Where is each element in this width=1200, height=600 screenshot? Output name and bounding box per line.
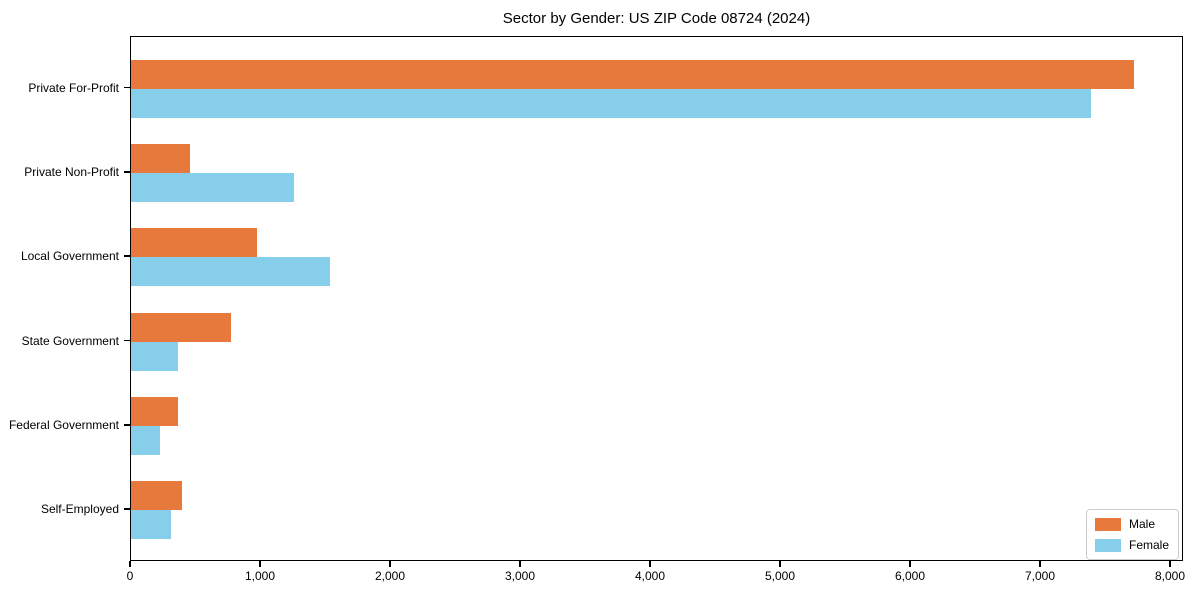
x-tick-label: 5,000 [764, 569, 796, 583]
y-tick-mark [124, 86, 130, 89]
x-tick-mark [649, 561, 651, 567]
y-tick-mark [124, 339, 130, 342]
bar-male-2 [131, 143, 191, 173]
x-tick-mark [519, 561, 521, 567]
y-tick-mark [124, 255, 130, 257]
x-tick-mark [1039, 561, 1041, 567]
bar-male-6 [131, 481, 182, 511]
bar-male-4 [131, 312, 232, 342]
legend-label: Female [1129, 538, 1170, 552]
x-tick-mark [259, 561, 261, 567]
x-tick-label: 4,000 [634, 569, 666, 583]
x-tick-label: 8,000 [1154, 569, 1186, 583]
plot-area [130, 36, 1183, 561]
bar-male-3 [131, 228, 258, 258]
legend-swatch-female [1095, 538, 1121, 552]
x-tick-mark [129, 561, 131, 567]
x-tick-label: 1,000 [244, 569, 276, 583]
legend-swatch-male [1095, 517, 1121, 531]
legend: Male Female [1086, 509, 1180, 560]
bar-female-3 [131, 257, 330, 287]
x-tick-mark [779, 561, 781, 567]
y-tick-label: Private Non-Profit [24, 164, 119, 179]
bar-female-1 [131, 88, 1092, 118]
x-tick-label: 3,000 [504, 569, 536, 583]
x-tick-mark [909, 561, 911, 567]
y-tick-mark [124, 508, 130, 510]
legend-entry-female: Female [1095, 536, 1169, 554]
x-tick-mark [1169, 561, 1171, 567]
legend-label: Male [1129, 517, 1156, 531]
bar-male-1 [131, 59, 1134, 89]
y-tick-label: Private For-Profit [28, 80, 119, 95]
y-tick-mark [124, 170, 130, 173]
chart-title: Sector by Gender: US ZIP Code 08724 (202… [502, 10, 811, 27]
bar-female-4 [131, 341, 178, 371]
x-tick-label: 7,000 [1024, 569, 1056, 583]
y-tick-label: Self-Employed [40, 502, 119, 517]
y-tick-label: Federal Government [8, 417, 119, 432]
bar-female-6 [131, 510, 172, 540]
y-tick-mark [124, 423, 130, 426]
y-tick-label: State Government [21, 333, 119, 348]
bar-female-2 [131, 172, 295, 202]
x-tick-label: 6,000 [894, 569, 926, 583]
bar-male-5 [131, 396, 179, 426]
x-tick-label: 2,000 [374, 569, 406, 583]
bar-female-5 [131, 425, 160, 455]
y-tick-label: Local Government [20, 249, 119, 264]
legend-entry-male: Male [1095, 515, 1169, 533]
x-tick-label: 0 [126, 569, 134, 583]
x-tick-mark [389, 561, 391, 567]
